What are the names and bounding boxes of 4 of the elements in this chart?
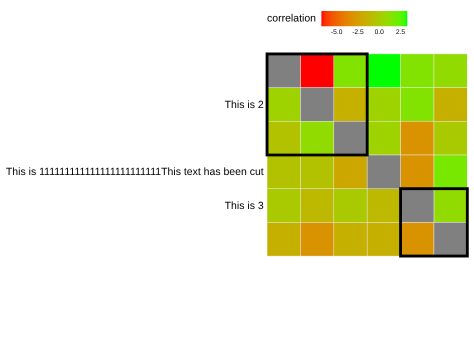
y-tick-label: This is 3 <box>224 200 264 212</box>
y-tick-label: This is 111111111111111111111111This text has been cut <box>6 167 264 178</box>
y-tick-label: This is 2 <box>224 100 264 111</box>
color-bar-title: correlation <box>267 13 316 24</box>
